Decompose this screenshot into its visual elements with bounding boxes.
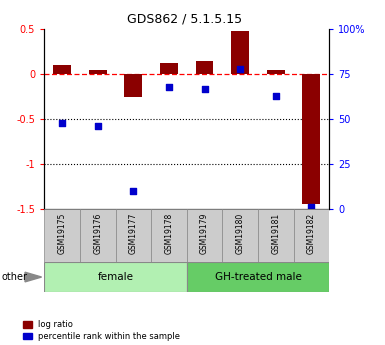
Text: GSM19181: GSM19181 xyxy=(271,213,280,254)
Bar xyxy=(80,209,116,262)
Bar xyxy=(303,74,320,204)
Text: GSM19180: GSM19180 xyxy=(236,213,244,254)
Point xyxy=(237,66,243,71)
Text: GSM19177: GSM19177 xyxy=(129,213,138,254)
Bar xyxy=(53,65,71,74)
Bar xyxy=(44,209,80,262)
Bar xyxy=(293,209,329,262)
Text: GDS862 / 5.1.5.15: GDS862 / 5.1.5.15 xyxy=(127,12,243,25)
Bar xyxy=(44,262,187,292)
Text: female: female xyxy=(97,272,134,282)
Text: GH-treated male: GH-treated male xyxy=(214,272,301,282)
Bar xyxy=(223,209,258,262)
Point xyxy=(273,93,279,98)
Bar xyxy=(231,31,249,74)
Text: GSM19176: GSM19176 xyxy=(93,213,102,254)
Bar xyxy=(187,209,223,262)
Bar xyxy=(116,209,151,262)
Text: GSM19179: GSM19179 xyxy=(200,213,209,254)
Bar xyxy=(124,74,142,97)
Bar xyxy=(151,209,187,262)
Bar xyxy=(196,61,213,74)
Point xyxy=(308,204,315,210)
Text: GSM19178: GSM19178 xyxy=(164,213,173,254)
Point xyxy=(201,86,208,91)
Point xyxy=(59,120,65,125)
Bar xyxy=(258,209,294,262)
Legend: log ratio, percentile rank within the sample: log ratio, percentile rank within the sa… xyxy=(23,321,181,341)
Bar xyxy=(267,70,285,74)
Text: GSM19182: GSM19182 xyxy=(307,213,316,254)
Polygon shape xyxy=(25,272,42,282)
Bar xyxy=(89,70,107,74)
Text: other: other xyxy=(2,272,28,282)
Bar xyxy=(160,62,178,74)
Point xyxy=(95,124,101,129)
Point xyxy=(166,84,172,89)
Bar xyxy=(187,262,329,292)
Point xyxy=(130,188,136,194)
Text: GSM19175: GSM19175 xyxy=(58,213,67,254)
